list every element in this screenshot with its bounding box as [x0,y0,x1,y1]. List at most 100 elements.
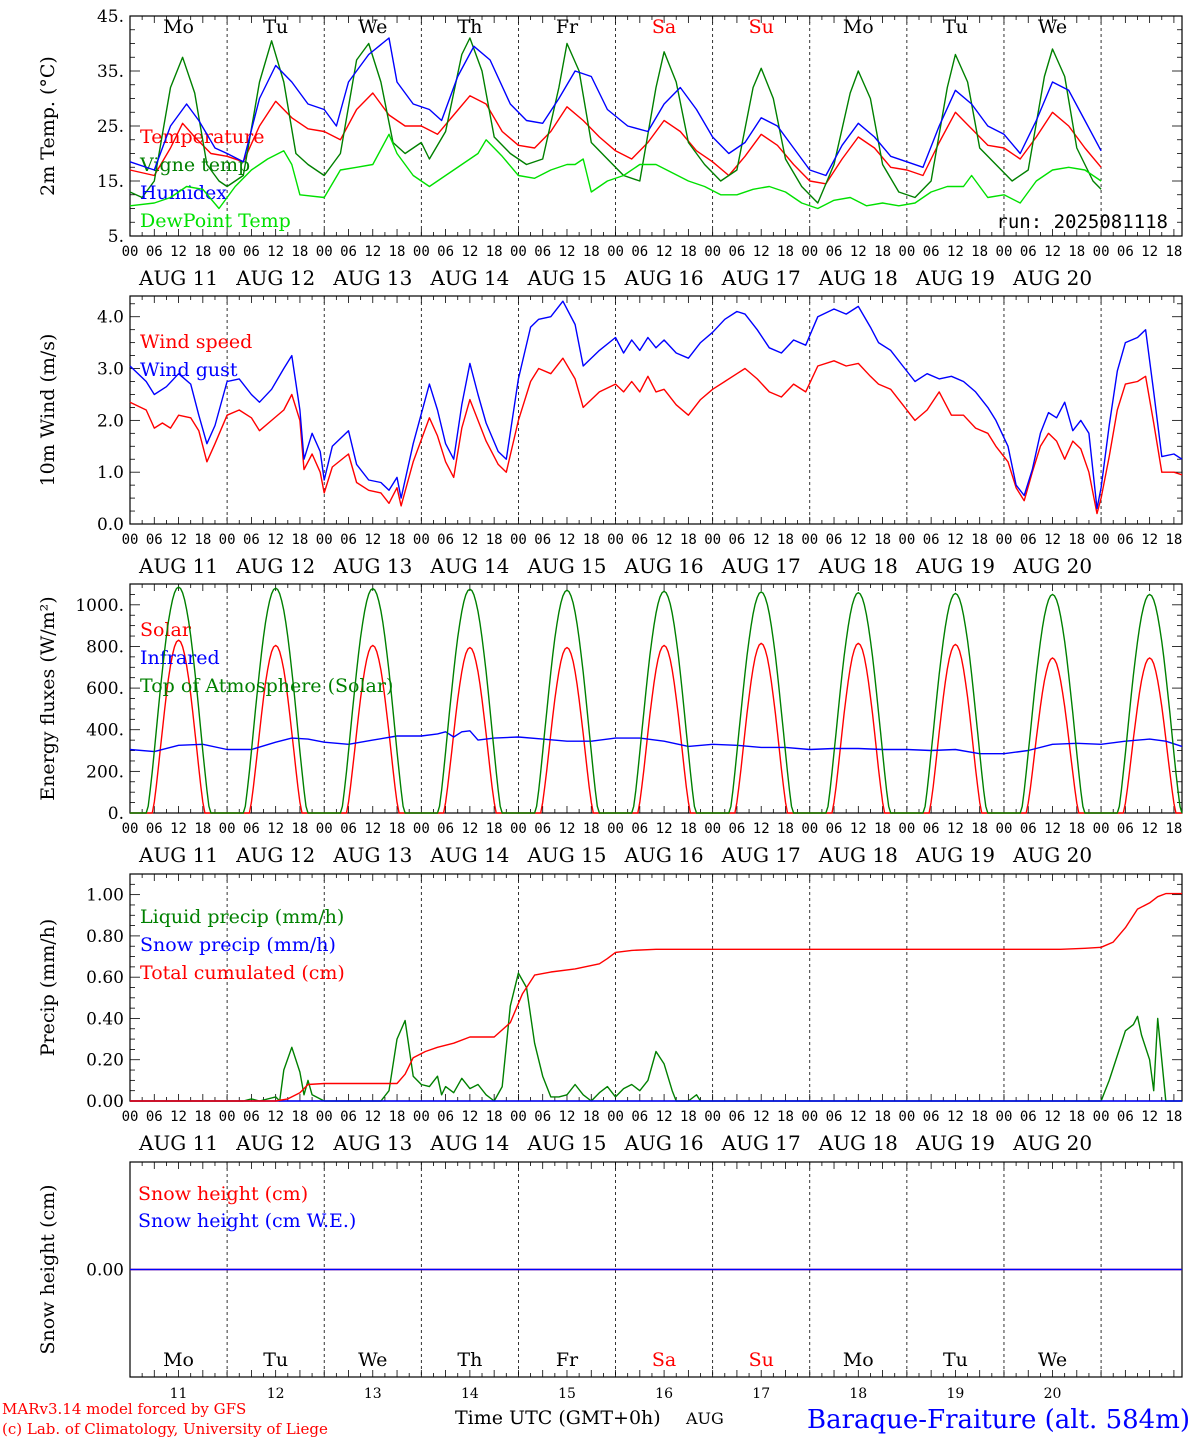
x-hour-label: 18 [194,821,211,837]
x-date-label: AUG 20 [1012,843,1092,867]
x-hour-label: 00 [122,1109,139,1125]
legend-entry: Wind gust [140,359,238,381]
x-hour-label: 12 [461,244,478,260]
x-date-label: AUG 20 [1012,554,1092,578]
x-hour-label: 06 [146,244,163,260]
x-hour-label: 00 [219,1109,236,1125]
x-hour-label: 18 [1068,821,1085,837]
x-hour-label: 06 [1020,532,1037,548]
panel-energy: 0. 200. 400. 600. 800. 1000. Energy fluxes (W/… [37,583,1183,867]
x-hour-label: 12 [364,821,381,837]
x-date-label: AUG 14 [429,1131,509,1155]
x-hour-label: 06 [631,244,648,260]
panel-snow: 0.00 Snow height (cm) Mo Tu We Th Fr Sa Su Mo Tu We… [37,1161,1183,1402]
x-hour-label: 18 [971,1109,988,1125]
x-date-label: AUG 15 [526,1131,606,1155]
y-axis-label: Precip (mm/h) [37,919,59,1057]
x-hour-label: 06 [437,1109,454,1125]
weekday-label: Mo [843,16,874,38]
x-hour-label: 18 [1068,244,1085,260]
x-hour-label: 00 [122,532,139,548]
x-hour-label: 06 [728,244,745,260]
series-line-wind-1 [129,300,1183,510]
x-date-label: AUG 18 [818,843,898,867]
legend-entry: Liquid precip (mm/h) [140,906,344,928]
x-hour-label: 06 [146,532,163,548]
y-tick-label: 25. [97,117,124,137]
x-date-label: AUG 17 [721,1131,801,1155]
x-hour-label: 18 [874,1109,891,1125]
weekday-label: Th [457,1349,482,1371]
y-axis-label: Energy fluxes (W/m²) [37,596,59,800]
x-date-label: AUG 17 [721,554,801,578]
x-hour-label: 06 [826,821,843,837]
y-tick-label: 400. [86,721,124,741]
x-hour-label: 18 [194,532,211,548]
y-tick-label: 1.0 [97,463,124,483]
x-date-label: AUG 16 [624,1131,704,1155]
x-date-label: AUG 15 [526,843,606,867]
weekday-label: Sa [652,1349,676,1371]
x-hour-label: 06 [1117,821,1134,837]
x-date-label: AUG 20 [1012,266,1092,290]
x-hour-label: 18 [486,821,503,837]
legend-entry: Vigne temp [139,154,250,176]
x-date-label: AUG 13 [332,554,412,578]
x-hour-label: 12 [1044,532,1061,548]
x-hour-label: 06 [728,532,745,548]
x-hour-label: 06 [631,1109,648,1125]
x-hour-label: 18 [486,244,503,260]
x-date-label: AUG 19 [915,843,995,867]
x-hour-label: 00 [219,821,236,837]
x-hour-label: 18 [680,821,697,837]
x-date-label: AUG 14 [429,266,509,290]
x-hour-label: 06 [826,244,843,260]
y-tick-label: 0.20 [86,1051,124,1071]
x-hour-label: 12 [947,244,964,260]
x-hour-label: 06 [437,244,454,260]
x-date-label: AUG 14 [429,554,509,578]
x-hour-label: 18 [874,532,891,548]
x-hour-label: 18 [680,1109,697,1125]
x-hour-label: 12 [1044,244,1061,260]
y-tick-label: 0.60 [86,968,124,988]
x-hour-label: 18 [389,1109,406,1125]
x-hour-label: 12 [267,532,284,548]
x-hour-label: 18 [389,532,406,548]
x-hour-label: 00 [704,244,721,260]
x-hour-label: 06 [146,821,163,837]
x-date-label: AUG 14 [429,843,509,867]
x-hour-label: 00 [801,244,818,260]
x-hour-label: 12 [559,1109,576,1125]
x-hour-label: 00 [1093,1109,1110,1125]
x-hour-label: 00 [801,532,818,548]
x-hour-label: 18 [1165,1109,1182,1125]
x-hour-label: 00 [607,821,624,837]
y-axis-label: Snow height (cm) [37,1184,59,1354]
x-hour-label: 12 [461,821,478,837]
x-hour-label: 00 [704,532,721,548]
x-date-label: AUG 18 [818,266,898,290]
x-hour-label: 00 [1093,821,1110,837]
y-tick-label: 0.80 [86,927,124,947]
x-hour-label: 12 [1141,244,1158,260]
y-tick-label: 0.0 [97,515,124,535]
x-date-label: AUG 16 [624,266,704,290]
x-hour-label: 00 [801,821,818,837]
x-hour-label: 18 [680,244,697,260]
x-hour-label: 00 [316,244,333,260]
x-hour-label: 00 [122,244,139,260]
y-tick-label: 200. [86,762,124,782]
footer-model: MARv3.14 model forced by GFS [2,1400,246,1418]
footer-copyright: (c) Lab. of Climatology, University of L… [2,1420,328,1438]
x-date-label: AUG 11 [138,1131,218,1155]
x-date-label: AUG 11 [138,266,218,290]
x-date-label: AUG 11 [138,843,218,867]
x-hour-label: 00 [607,532,624,548]
x-hour-label: 12 [947,532,964,548]
x-hour-label: 00 [996,244,1013,260]
x-hour-label: 00 [1093,244,1110,260]
weekday-label: We [358,1349,387,1371]
x-hour-label: 18 [971,244,988,260]
